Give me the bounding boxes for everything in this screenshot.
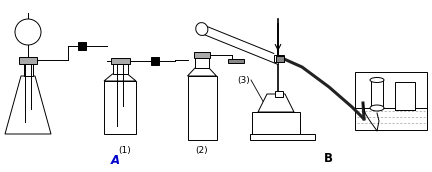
Text: (3): (3) <box>237 76 250 84</box>
Polygon shape <box>258 94 294 112</box>
Ellipse shape <box>196 23 208 35</box>
Polygon shape <box>5 76 51 134</box>
Bar <box>104 81 136 134</box>
Bar <box>187 76 216 140</box>
Bar <box>111 58 130 64</box>
Bar <box>395 82 415 110</box>
Bar <box>274 55 284 62</box>
Bar <box>78 41 86 50</box>
Polygon shape <box>187 68 216 76</box>
Text: (2): (2) <box>196 146 208 154</box>
Bar <box>275 91 283 97</box>
Bar <box>355 72 427 130</box>
Bar <box>195 58 209 68</box>
Bar <box>151 57 159 65</box>
Circle shape <box>15 19 41 45</box>
Polygon shape <box>104 74 136 81</box>
Bar <box>276 56 284 62</box>
Bar <box>228 59 244 63</box>
Text: A: A <box>111 153 120 166</box>
Bar <box>250 134 315 140</box>
Text: B: B <box>324 152 333 164</box>
Bar <box>23 64 32 76</box>
Bar <box>371 80 383 108</box>
Bar <box>252 112 300 134</box>
Bar <box>194 52 210 58</box>
Text: (1): (1) <box>119 146 131 154</box>
Bar <box>19 57 37 64</box>
Ellipse shape <box>370 78 384 83</box>
Ellipse shape <box>370 105 384 111</box>
Polygon shape <box>200 23 278 64</box>
Bar <box>112 64 127 74</box>
